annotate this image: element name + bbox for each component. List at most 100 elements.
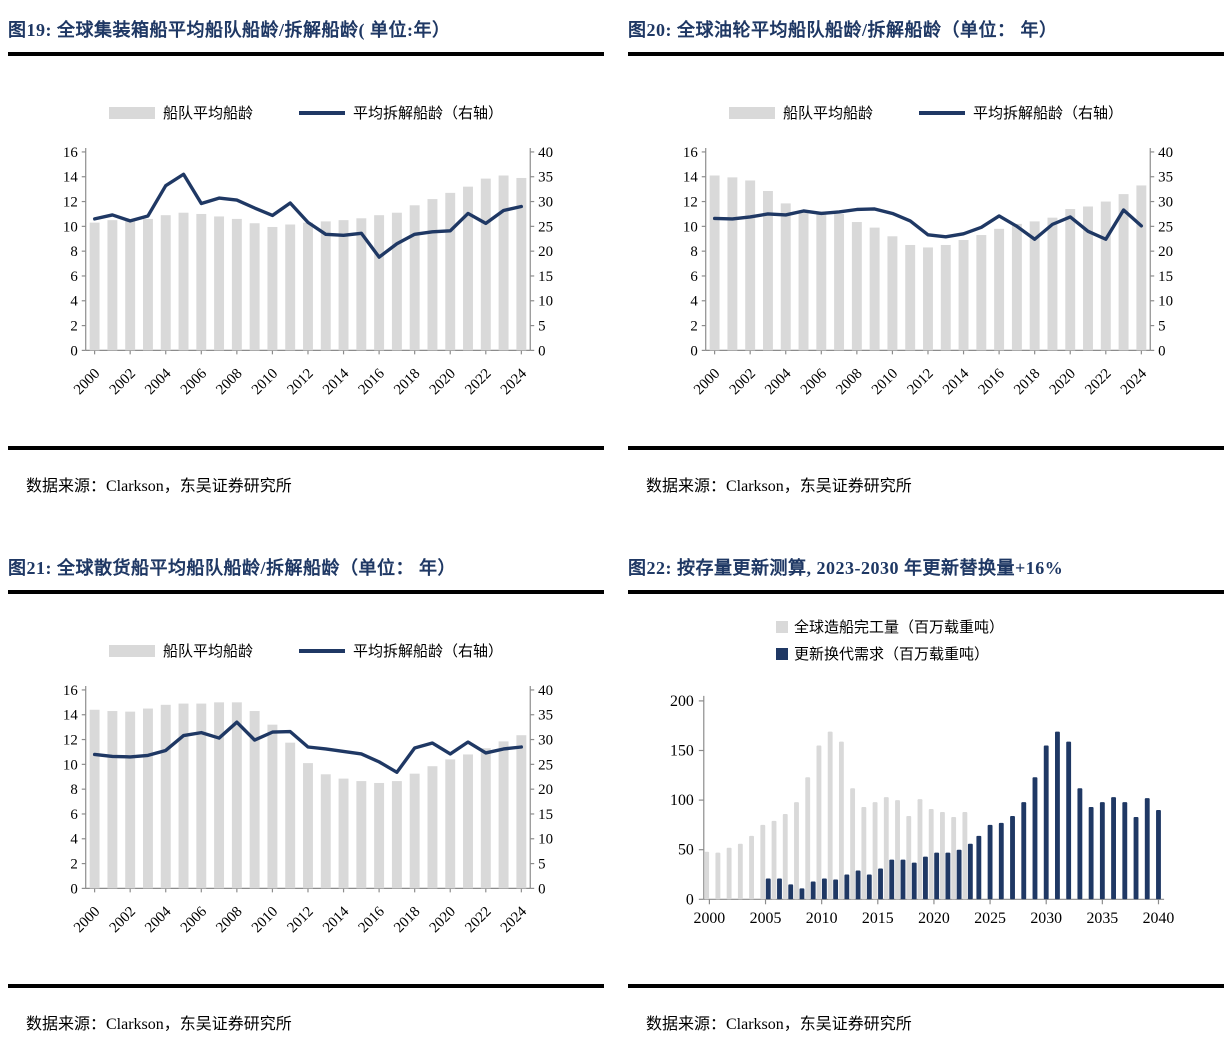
- y-axis: 0 50 100 150 200: [670, 693, 704, 908]
- figure-21-source: 数据来源：Clarkson，东吴证券研究所: [26, 1016, 292, 1033]
- source-rule: [8, 446, 604, 450]
- svg-text:14: 14: [63, 170, 78, 186]
- line-series: [92, 172, 524, 259]
- line-swatch-icon: [299, 648, 345, 653]
- svg-text:6: 6: [690, 269, 697, 285]
- svg-text:2006: 2006: [178, 366, 210, 398]
- svg-text:2030: 2030: [1030, 910, 1062, 927]
- svg-text:2008: 2008: [213, 904, 245, 936]
- figure-19-chart: 0 2 4 6 8 10 12 14 16 0 5 10 15 20 25 30 35 40 2000 2002 200…: [8, 144, 604, 405]
- svg-text:150: 150: [670, 742, 694, 759]
- svg-text:35: 35: [1158, 170, 1173, 186]
- svg-text:2: 2: [690, 319, 697, 335]
- legend-label: 船队平均船龄: [162, 106, 253, 122]
- svg-text:2022: 2022: [462, 904, 494, 936]
- svg-text:200: 200: [670, 693, 694, 710]
- svg-text:25: 25: [538, 757, 553, 773]
- figure-panel-20: 图20: 全球油轮平均船队船龄/拆解船龄（单位： 年） 船队平均船龄 平均拆解船…: [628, 16, 1224, 536]
- svg-text:2020: 2020: [918, 910, 950, 927]
- svg-text:2024: 2024: [1118, 365, 1151, 398]
- svg-text:2016: 2016: [356, 904, 388, 936]
- figure-19-source: 数据来源：Clarkson，东吴证券研究所: [26, 478, 292, 495]
- svg-text:2024: 2024: [498, 365, 531, 398]
- svg-text:2015: 2015: [862, 910, 894, 927]
- source-rule: [628, 446, 1224, 450]
- x-axis: 2000 2002 2004 2006 2008 2010 2012 2014 2016 2018…: [71, 350, 531, 398]
- svg-text:2002: 2002: [107, 366, 139, 398]
- svg-text:2000: 2000: [71, 366, 103, 398]
- svg-text:20: 20: [1158, 244, 1173, 260]
- svg-text:10: 10: [538, 832, 553, 848]
- svg-text:16: 16: [63, 683, 78, 699]
- svg-text:25: 25: [538, 219, 553, 235]
- svg-text:2002: 2002: [107, 904, 139, 936]
- figure-panel-21: 图21: 全球散货船平均船队船龄/拆解船龄（单位： 年） 船队平均船龄 平均拆解…: [8, 554, 604, 1054]
- y-axis-right: 0 5 10 15 20 25 30 35 40: [530, 683, 553, 897]
- svg-text:0: 0: [538, 343, 545, 359]
- y-axis-right: 0 5 10 15 20 25 30 35 40: [530, 145, 553, 359]
- svg-text:16: 16: [63, 145, 78, 161]
- svg-text:2005: 2005: [750, 910, 782, 927]
- figure-22-title: 图22: 按存量更新测算, 2023-2030 年更新替换量+16%: [628, 558, 1064, 578]
- svg-text:10: 10: [63, 757, 78, 773]
- figure-panel-22: 图22: 按存量更新测算, 2023-2030 年更新替换量+16% 全球造船完…: [628, 554, 1224, 1054]
- svg-text:35: 35: [538, 708, 553, 724]
- svg-text:2000: 2000: [691, 366, 723, 398]
- y-axis-left: 0 2 4 6 8 10 12 14 16: [63, 145, 86, 359]
- svg-text:2022: 2022: [462, 366, 494, 398]
- bar-series: [709, 175, 1147, 351]
- legend-item-completions: 全球造船完工量（百万载重吨）: [776, 616, 1004, 637]
- svg-text:5: 5: [538, 319, 545, 335]
- title-rule: [8, 590, 604, 594]
- legend-label: 平均拆解船龄（右轴）: [973, 106, 1124, 122]
- svg-text:2000: 2000: [71, 904, 103, 936]
- svg-text:2020: 2020: [1047, 366, 1079, 398]
- svg-text:2010: 2010: [869, 366, 901, 398]
- svg-text:0: 0: [70, 343, 77, 359]
- svg-text:2008: 2008: [213, 366, 245, 398]
- svg-text:2018: 2018: [1011, 366, 1043, 398]
- svg-text:2014: 2014: [320, 365, 353, 398]
- svg-text:2040: 2040: [1143, 910, 1175, 927]
- figure-20-chart: 0 2 4 6 8 10 12 14 16 0 5 10 15 20 25 30 35 40 2000 2002 200…: [628, 144, 1224, 405]
- x-axis: 2000 2005 2010 2015 2020 2025 2030 2035 2040: [694, 899, 1175, 927]
- bar-series: [89, 702, 527, 889]
- svg-text:20: 20: [538, 244, 553, 260]
- legend-label: 船队平均船龄: [162, 644, 253, 660]
- svg-text:2: 2: [70, 319, 77, 335]
- legend-label: 平均拆解船龄（右轴）: [353, 106, 504, 122]
- svg-text:4: 4: [70, 294, 78, 310]
- svg-text:15: 15: [538, 269, 553, 285]
- gray-square-swatch-icon: [776, 620, 788, 633]
- bar-swatch-icon: [108, 106, 155, 119]
- legend-item-scrap-age: 平均拆解船龄（右轴）: [299, 102, 503, 123]
- svg-text:2010: 2010: [806, 910, 838, 927]
- legend-label: 全球造船完工量（百万载重吨）: [794, 620, 1005, 636]
- svg-text:2004: 2004: [142, 903, 175, 936]
- svg-text:2012: 2012: [284, 366, 316, 398]
- svg-text:0: 0: [1158, 343, 1165, 359]
- svg-text:2020: 2020: [427, 904, 459, 936]
- legend-item-fleet-age: 船队平均船龄: [728, 102, 873, 123]
- legend-item-scrap-age: 平均拆解船龄（右轴）: [299, 640, 503, 661]
- svg-text:6: 6: [70, 807, 77, 823]
- svg-text:2000: 2000: [694, 910, 726, 927]
- svg-text:14: 14: [63, 708, 78, 724]
- legend-item-fleet-age: 船队平均船龄: [108, 102, 253, 123]
- svg-text:40: 40: [538, 683, 553, 699]
- svg-text:2024: 2024: [498, 903, 531, 936]
- svg-text:2020: 2020: [427, 366, 459, 398]
- svg-text:2010: 2010: [249, 904, 281, 936]
- svg-text:10: 10: [683, 219, 698, 235]
- svg-text:2014: 2014: [940, 365, 973, 398]
- bar-series: [89, 175, 527, 351]
- svg-text:2006: 2006: [178, 904, 210, 936]
- y-axis-right: 0 5 10 15 20 25 30 35 40: [1150, 145, 1173, 359]
- svg-text:12: 12: [683, 195, 698, 211]
- svg-text:8: 8: [70, 782, 77, 798]
- svg-text:5: 5: [1158, 319, 1165, 335]
- line-swatch-icon: [299, 110, 345, 115]
- svg-text:2012: 2012: [904, 366, 936, 398]
- svg-text:30: 30: [538, 733, 553, 749]
- line-series: [92, 720, 524, 774]
